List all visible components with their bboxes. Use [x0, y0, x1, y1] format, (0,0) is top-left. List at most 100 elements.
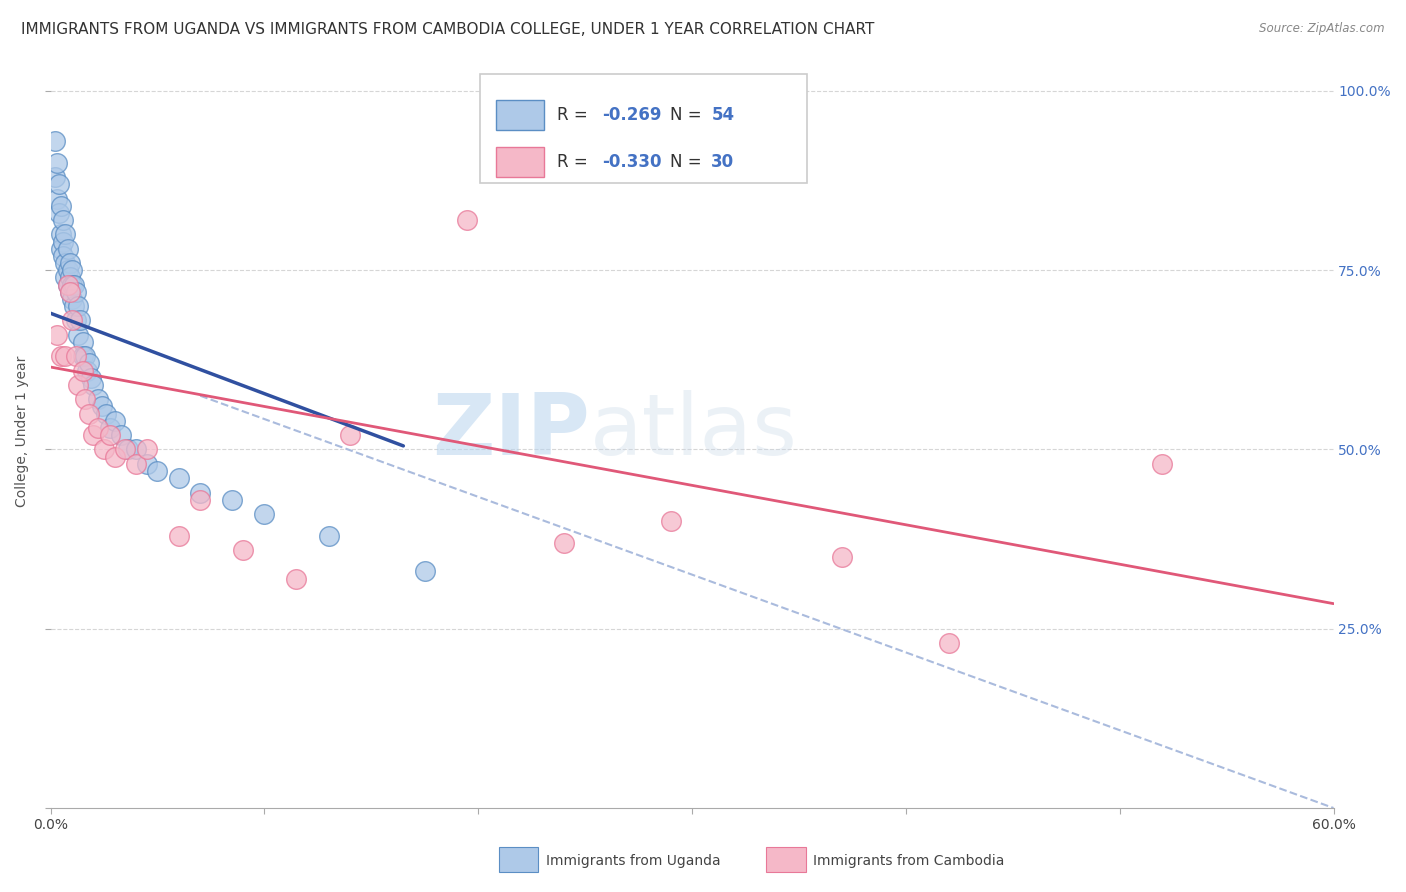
Point: [65, 313, 87, 327]
Point: [63, 277, 86, 292]
Point: [114, 442, 136, 457]
Point: [86, 392, 108, 407]
Text: -0.269: -0.269: [602, 106, 662, 124]
Point: [67, 299, 90, 313]
Point: [135, 457, 157, 471]
Point: [93, 442, 115, 457]
Point: [67, 378, 90, 392]
Point: [80, 371, 103, 385]
Point: [831, 549, 853, 564]
Text: 54: 54: [711, 106, 734, 124]
Point: [59, 285, 82, 299]
Point: [60, 313, 83, 327]
Point: [413, 565, 436, 579]
Point: [232, 542, 254, 557]
Point: [1152, 457, 1174, 471]
Point: [59, 285, 82, 299]
Point: [45, 327, 67, 342]
Text: 30: 30: [711, 153, 734, 171]
Point: [94, 407, 117, 421]
Point: [48, 178, 70, 192]
Point: [146, 464, 169, 478]
Point: [553, 535, 575, 549]
Text: Source: ZipAtlas.com: Source: ZipAtlas.com: [1260, 22, 1385, 36]
Point: [45, 155, 67, 169]
Point: [125, 457, 148, 471]
Point: [67, 327, 90, 342]
Point: [938, 636, 960, 650]
Point: [52, 213, 75, 227]
Point: [72, 363, 94, 377]
Point: [457, 213, 479, 227]
Point: [51, 199, 73, 213]
Point: [72, 349, 94, 363]
Point: [73, 349, 96, 363]
Point: [55, 349, 77, 363]
Bar: [496, 147, 544, 177]
Point: [72, 334, 94, 349]
Point: [56, 277, 79, 292]
Point: [104, 450, 127, 464]
Point: [135, 442, 157, 457]
Text: R =: R =: [557, 106, 593, 124]
Text: Immigrants from Cambodia: Immigrants from Cambodia: [813, 854, 1004, 868]
Point: [45, 192, 67, 206]
Point: [44, 134, 66, 148]
Text: ZIP: ZIP: [432, 390, 589, 473]
Point: [55, 270, 77, 285]
Point: [167, 471, 190, 485]
Point: [60, 263, 83, 277]
Bar: [496, 100, 544, 130]
Point: [188, 492, 211, 507]
Point: [659, 514, 682, 528]
Point: [77, 356, 100, 370]
Point: [221, 492, 243, 507]
Point: [77, 407, 100, 421]
Point: [73, 392, 96, 407]
Point: [339, 428, 361, 442]
Point: [65, 349, 87, 363]
Point: [82, 428, 104, 442]
Point: [52, 235, 75, 249]
Point: [44, 169, 66, 184]
Point: [104, 414, 127, 428]
Point: [69, 313, 91, 327]
Point: [51, 349, 73, 363]
Point: [76, 363, 98, 377]
Point: [110, 428, 132, 442]
Point: [65, 285, 87, 299]
Point: [55, 256, 77, 270]
Point: [60, 292, 83, 306]
Point: [51, 227, 73, 242]
Point: [318, 528, 340, 542]
Text: N =: N =: [671, 106, 707, 124]
Point: [86, 421, 108, 435]
Point: [48, 206, 70, 220]
Point: [56, 242, 79, 256]
Point: [55, 227, 77, 242]
Text: -0.330: -0.330: [602, 153, 662, 171]
Point: [253, 507, 276, 521]
Point: [117, 442, 139, 457]
Text: atlas: atlas: [589, 390, 797, 473]
Point: [167, 528, 190, 542]
Point: [56, 263, 79, 277]
Point: [82, 378, 104, 392]
Text: N =: N =: [671, 153, 707, 171]
Point: [56, 277, 79, 292]
Point: [100, 421, 122, 435]
Point: [188, 485, 211, 500]
Y-axis label: College, Under 1 year: College, Under 1 year: [15, 356, 30, 508]
Point: [125, 442, 148, 457]
Point: [63, 299, 86, 313]
Point: [51, 242, 73, 256]
FancyBboxPatch shape: [481, 74, 807, 183]
Point: [100, 428, 122, 442]
Point: [60, 277, 83, 292]
Text: Immigrants from Uganda: Immigrants from Uganda: [546, 854, 720, 868]
Point: [52, 249, 75, 263]
Point: [90, 400, 112, 414]
Point: [59, 270, 82, 285]
Text: R =: R =: [557, 153, 593, 171]
Text: IMMIGRANTS FROM UGANDA VS IMMIGRANTS FROM CAMBODIA COLLEGE, UNDER 1 YEAR CORRELA: IMMIGRANTS FROM UGANDA VS IMMIGRANTS FRO…: [21, 22, 875, 37]
